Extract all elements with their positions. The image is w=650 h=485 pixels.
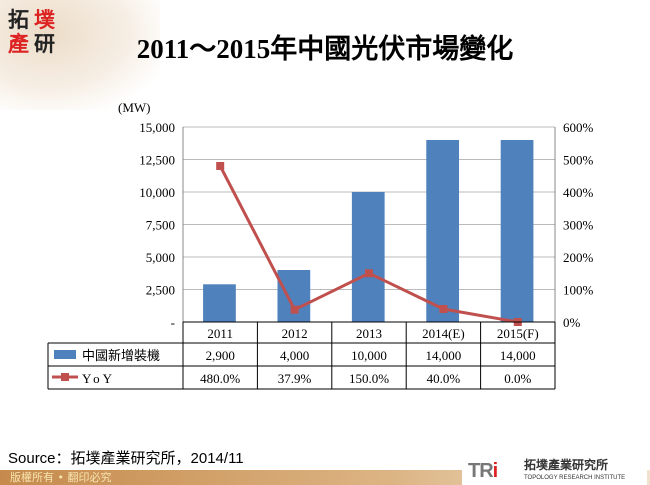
yoy-marker [216, 162, 225, 170]
legend-bar-label: 中國新增裝機 [82, 348, 160, 363]
yoy-value-cell: 0.0% [504, 371, 531, 386]
copyright-text: 版權所有 • 翻印必究 [10, 471, 112, 484]
category-label: 2013 [356, 326, 382, 341]
right-tick-label: 100% [563, 283, 594, 298]
bar [500, 140, 534, 322]
left-tick-label: 5,000 [146, 250, 175, 265]
category-label: 2014(E) [422, 326, 465, 341]
yoy-value-cell: 150.0% [349, 371, 389, 386]
brand-name-cn: 拓墣產業研究所 [524, 458, 609, 472]
yoy-marker [439, 305, 448, 313]
unit-label: (MW) [118, 100, 151, 115]
category-label: 2011 [207, 326, 233, 341]
left-tick-label: 10,000 [139, 185, 175, 200]
yoy-marker [365, 269, 373, 278]
logo-char: 拓 [8, 8, 29, 32]
right-tick-label: 400% [563, 185, 594, 200]
logo: 拓 墣 產 研 [8, 8, 60, 56]
bar [426, 140, 460, 322]
legend-line-marker [61, 373, 69, 381]
logo-char: 研 [34, 32, 55, 56]
legend-bar-swatch [54, 350, 76, 359]
bar [277, 270, 311, 322]
yoy-marker [290, 305, 299, 314]
left-tick-label: 7,500 [146, 218, 175, 233]
category-label: 2015(F) [497, 326, 539, 341]
bar-value-cell: 4,000 [280, 348, 309, 363]
bar [203, 284, 236, 322]
left-tick-label: 2,500 [146, 283, 175, 298]
category-label: 2012 [282, 326, 308, 341]
page-title: 2011～2015年中國光伏市場變化 [136, 34, 514, 64]
brand-name-en: TOPOLOGY RESEARCH INSTITUTE [524, 475, 626, 481]
yoy-value-cell: 480.0% [200, 371, 240, 386]
logo-char: 墣 [34, 8, 55, 32]
brand-mark: TRi [468, 460, 498, 482]
logo-char: 產 [8, 32, 29, 56]
left-tick-label: 12,500 [139, 153, 175, 168]
bar-value-cell: 2,900 [206, 348, 235, 363]
right-tick-label: 600% [563, 120, 594, 135]
right-tick-label: 0% [563, 315, 581, 330]
yoy-value-cell: 37.9% [278, 371, 312, 386]
right-tick-label: 200% [563, 250, 594, 265]
background-map [0, 0, 160, 110]
brand-logo: TRi 拓墣產業研究所 TOPOLOGY RESEARCH INSTITUTE [462, 458, 647, 485]
left-tick-label: - [171, 315, 175, 330]
source-note: Source：拓墣產業研究所，2014/11 [8, 450, 244, 467]
right-tick-label: 300% [563, 218, 594, 233]
bar-value-cell: 10,000 [351, 348, 387, 363]
left-tick-label: 15,000 [139, 120, 175, 135]
legend-line-label: YoY [82, 371, 115, 386]
bar [351, 192, 385, 322]
bar-value-cell: 14,000 [500, 348, 536, 363]
yoy-value-cell: 40.0% [427, 371, 461, 386]
bar-value-cell: 14,000 [426, 348, 462, 363]
right-tick-label: 500% [563, 153, 594, 168]
